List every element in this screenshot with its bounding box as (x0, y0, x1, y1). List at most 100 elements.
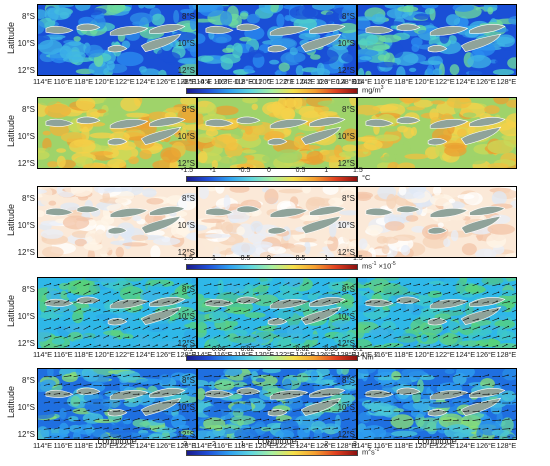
map-panel (197, 97, 357, 169)
map-field (198, 369, 356, 439)
colorbar-tick-label: 0 (267, 79, 271, 86)
colorbar-tick-label: -0.1 (181, 346, 194, 353)
longitude-tick-label: 120°E (94, 441, 115, 450)
longitude-tick-label: 124°E (295, 77, 316, 86)
latitude-tick-label: 10°S (177, 403, 195, 412)
longitude-tick-label: 118°E (74, 441, 93, 450)
map-field (358, 5, 516, 75)
latitude-tick-label: 10°S (177, 312, 195, 321)
longitude-tick-label: 128°E (177, 350, 197, 359)
colorbar-tick-label: 0.5 (295, 167, 306, 174)
colorbar-tick-label: 0.1 (284, 79, 294, 86)
map-panel (357, 4, 517, 76)
latitude-tick-label: 8°S (342, 12, 355, 21)
longitude-tick-label: 118°E (234, 441, 253, 450)
latitude-tick-label: 12°S (337, 339, 355, 348)
latitude-tick-label: 12°S (177, 430, 195, 439)
latitude-tick-label: 8°S (342, 285, 355, 294)
colorbar-tick-label: 1.5 (353, 167, 363, 174)
latitude-axis-label: Latitude (6, 114, 16, 147)
colorbar (186, 264, 358, 270)
longitude-tick-label: 126°E (156, 77, 176, 86)
colorbar-tick-label: 0.02 (295, 346, 310, 353)
latitude-tick-label: 10°S (17, 312, 35, 321)
map-field (198, 187, 356, 257)
map-field (198, 5, 356, 75)
colorbar-tick-label: 0 (267, 441, 271, 448)
latitude-tick-label: 8°S (22, 12, 35, 21)
map-panel (197, 4, 357, 76)
latitude-tick-label: 8°S (22, 285, 35, 294)
map-panel (37, 97, 197, 169)
colorbar-tick-label: -1.5 (181, 167, 194, 174)
longitude-tick-label: 126°E (316, 77, 336, 86)
latitude-tick-label: 12°S (17, 430, 35, 439)
latitude-tick-label: 10°S (337, 221, 355, 230)
latitude-tick-label: 12°S (337, 159, 355, 168)
latitude-tick-label: 12°S (177, 339, 195, 348)
colorbar (186, 176, 358, 182)
map-panel (357, 186, 517, 258)
latitude-axis-label: Latitude (6, 294, 16, 327)
longitude-tick-label: 124°E (295, 441, 316, 450)
colorbar (186, 355, 358, 361)
longitude-tick-label: 122°E (115, 350, 135, 359)
colorbar-tick-label: -0.4 (198, 79, 211, 86)
longitude-tick-label: 122°E (275, 350, 295, 359)
longitude-tick-label: 122°E (115, 441, 135, 450)
latitude-tick-label: 8°S (22, 194, 35, 203)
latitude-tick-label: 12°S (337, 66, 355, 75)
longitude-tick-label: 128°E (496, 441, 517, 450)
colorbar-tick-label: -1 (209, 167, 216, 174)
longitude-tick-label: 120°E (254, 77, 275, 86)
latitude-tick-label: 8°S (182, 376, 195, 385)
latitude-tick-label: 8°S (22, 376, 35, 385)
map-panel (37, 186, 197, 258)
longitude-tick-label: 120°E (254, 441, 275, 450)
map-field (358, 187, 516, 257)
latitude-tick-label: 10°S (17, 403, 35, 412)
map-panel (197, 368, 357, 440)
longitude-tick-label: 126°E (316, 350, 336, 359)
longitude-tick-label: 128°E (336, 77, 357, 86)
longitude-tick-label: 122°E (435, 350, 455, 359)
longitude-tick-label: 124°E (455, 350, 476, 359)
colorbar-tick-label: -1 (209, 255, 216, 262)
map-panel (357, 368, 517, 440)
colorbar-unit: m2s-1 (362, 447, 380, 457)
longitude-tick-label: 116°E (373, 77, 393, 86)
longitude-tick-label: 114°E (33, 441, 52, 450)
longitude-tick-label: 126°E (476, 441, 496, 450)
longitude-axis-label: Longitude (257, 436, 297, 446)
longitude-tick-label: 122°E (275, 77, 295, 86)
longitude-tick-label: 116°E (373, 441, 393, 450)
latitude-tick-label: 12°S (17, 248, 35, 257)
latitude-tick-label: 10°S (17, 132, 35, 141)
latitude-tick-label: 8°S (182, 285, 195, 294)
latitude-tick-label: 8°S (182, 105, 195, 114)
colorbar-tick-label: -3 (181, 441, 188, 448)
longitude-tick-label: 120°E (414, 441, 435, 450)
map-field (358, 278, 516, 348)
latitude-tick-label: 8°S (182, 194, 195, 203)
longitude-tick-label: 126°E (156, 350, 176, 359)
colorbar-tick-label: 1.5 (353, 255, 363, 262)
longitude-tick-label: 114°E (33, 77, 52, 86)
colorbar-tick-label: 1 (324, 167, 329, 174)
colorbar-tick-label: 0.1 (353, 346, 363, 353)
colorbar-tick-label: -2 (209, 441, 216, 448)
colorbar-tick-label: -0.1 (249, 79, 262, 86)
longitude-tick-label: 116°E (53, 77, 73, 86)
map-field (198, 278, 356, 348)
longitude-tick-label: 114°E (353, 77, 372, 86)
latitude-tick-label: 8°S (22, 105, 35, 114)
map-panel (37, 4, 197, 76)
longitude-tick-label: 124°E (135, 350, 156, 359)
colorbar-tick-label: -0.5 (238, 255, 251, 262)
longitude-tick-label: 116°E (213, 77, 233, 86)
colorbar-unit: ms-1 ×10-5 (362, 261, 396, 271)
colorbar-tick-label: -0.06 (209, 346, 226, 353)
colorbar-unit: mg/m3 (362, 85, 384, 95)
latitude-tick-label: 10°S (177, 132, 195, 141)
longitude-tick-label: 128°E (176, 441, 197, 450)
